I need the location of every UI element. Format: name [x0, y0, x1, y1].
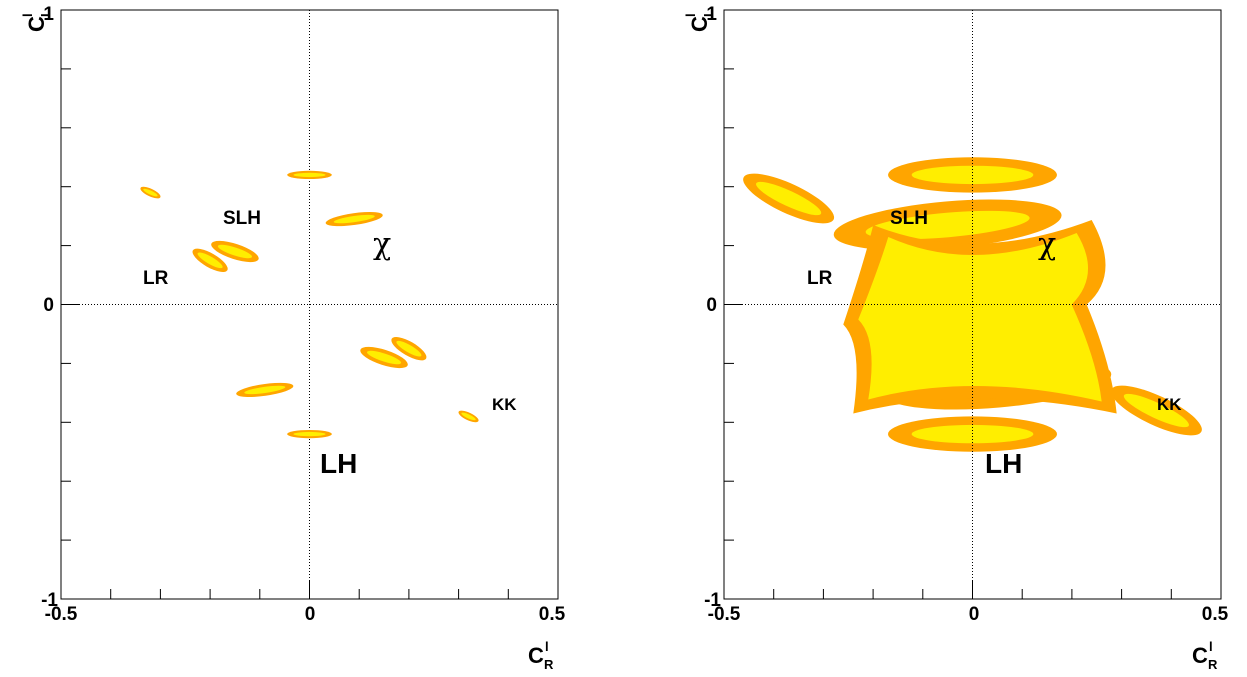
left-region-0-inner — [293, 172, 326, 178]
right-x-title-sup: l — [1209, 639, 1213, 654]
right-x-tick-zero: 0 — [969, 604, 980, 625]
left-label-slh: SLH — [223, 208, 261, 229]
left-label-kk: KK — [492, 395, 517, 414]
right-regions — [743, 157, 1202, 452]
left-region-1-inner — [333, 214, 375, 224]
right-x-axis-title: C R l — [1192, 639, 1218, 672]
left-y-tick-zero: 0 — [43, 295, 54, 316]
left-x-tick-min: -0.5 — [45, 604, 78, 625]
right-label-lr: LR — [807, 268, 833, 289]
right-region-central-inner — [858, 232, 1102, 402]
right-y-tick-min: -1 — [704, 590, 721, 611]
left-regions — [140, 170, 479, 439]
right-y-tick-max: 1 — [706, 4, 717, 25]
left-region-3-inner — [217, 244, 253, 259]
right-label-chi: χ — [1038, 227, 1056, 262]
right-zero-lines — [724, 10, 1221, 599]
left-x-axis-title: C R l — [528, 639, 554, 672]
left-region-2-inner — [143, 188, 158, 197]
right-region-2-inner — [1123, 393, 1189, 428]
right-ticks — [723, 9, 1222, 600]
right-y-title-sub: L — [701, 9, 716, 17]
left-panel: -0.5 0 0.5 1 0 -1 C L l C R l SLH χ LR K… — [20, 4, 566, 672]
left-y-tick-min: -1 — [41, 590, 58, 611]
left-x-title-main: C — [528, 643, 544, 668]
right-x-title-sub: R — [1208, 657, 1218, 672]
right-label-lh: LH — [985, 448, 1022, 479]
left-y-title-sub: L — [38, 9, 53, 17]
right-region-4-inner — [865, 210, 1030, 240]
left-region-6-inner — [396, 340, 422, 357]
left-y-title-sup: l — [20, 13, 35, 17]
left-x-tick-max: 0.5 — [539, 604, 566, 625]
right-x-tick-min: -0.5 — [708, 604, 741, 625]
left-region-5-inner — [366, 350, 402, 365]
right-x-tick-max: 0.5 — [1202, 604, 1229, 625]
left-region-8-inner — [293, 431, 326, 437]
right-region-3-inner — [911, 424, 1034, 444]
right-y-axis-title: C L l — [683, 9, 716, 32]
left-x-tick-zero: 0 — [305, 604, 316, 625]
left-label-lh: LH — [320, 448, 357, 479]
right-y-title-sup: l — [683, 13, 698, 17]
left-label-lr: LR — [143, 268, 169, 289]
left-y-title-main: C — [24, 16, 49, 32]
right-x-title-main: C — [1192, 643, 1208, 668]
left-label-chi: χ — [373, 227, 391, 262]
right-label-kk: KK — [1157, 395, 1182, 414]
left-region-9-inner — [461, 412, 476, 421]
left-x-title-sup: l — [545, 639, 549, 654]
right-region-1-inner — [756, 181, 822, 216]
right-panel: -0.5 0 0.5 1 0 -1 C L l C R l SLH χ LR K… — [683, 4, 1229, 672]
left-region-4-inner — [197, 252, 223, 269]
right-y-tick-zero: 0 — [706, 295, 717, 316]
left-zero-lines — [61, 10, 558, 599]
right-region-0-inner — [911, 165, 1034, 185]
right-label-slh: SLH — [890, 208, 928, 229]
left-region-7-inner — [244, 385, 286, 395]
left-y-axis-title: C L l — [20, 9, 53, 32]
right-y-title-main: C — [687, 16, 712, 32]
left-ticks — [60, 9, 559, 600]
left-x-title-sub: R — [544, 657, 554, 672]
left-y-tick-max: 1 — [43, 4, 54, 25]
